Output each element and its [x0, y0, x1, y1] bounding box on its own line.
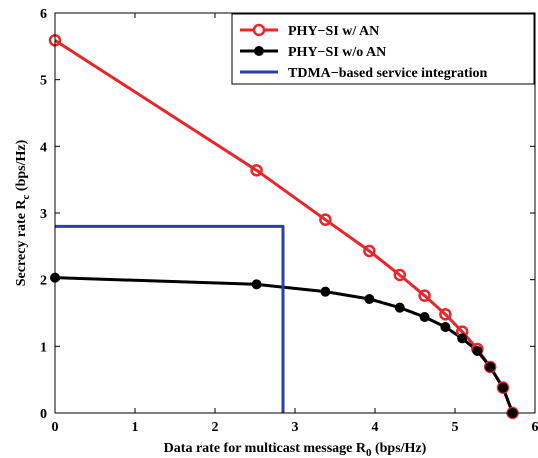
x-tick-label: 6 — [532, 420, 538, 435]
x-tick-label: 3 — [292, 420, 299, 435]
data-point-phy-si-with-an — [439, 308, 452, 321]
legend-label-phy-si-without-an: PHY−SI w/o AN — [288, 45, 386, 60]
data-point-phy-si-without-an — [498, 382, 508, 393]
y-tick-label: 6 — [40, 7, 47, 22]
data-point-phy-si-without-an — [251, 279, 262, 290]
y-axis-title-subscript: c — [20, 194, 32, 199]
series-line-tdma — [55, 224, 285, 413]
tick-layer: 0 1 2 3 4 5 6 0 1 2 3 4 5 6 — [40, 7, 538, 435]
series-layer — [48, 34, 519, 420]
data-point-phy-si-with-an — [393, 268, 407, 282]
legend: PHY−SI w/ AN PHY−SI w/o AN TDMA−based se… — [231, 13, 535, 85]
x-tick-label: 2 — [212, 420, 219, 435]
data-point-phy-si-without-an — [472, 346, 483, 356]
data-point-phy-si-with-an — [418, 289, 431, 302]
y-tick-label: 4 — [40, 140, 47, 155]
x-axis-title: Data rate for multicast message R0 (bps/… — [164, 441, 427, 458]
legend-box — [231, 13, 535, 85]
x-tick-label: 0 — [52, 420, 59, 435]
x-tick-label: 4 — [372, 420, 379, 435]
x-tick-label: 5 — [452, 420, 459, 435]
data-point-phy-si-without-an — [320, 286, 331, 297]
y-tick-label: 5 — [40, 74, 47, 89]
legend-marker-phy-si-with-an — [252, 23, 266, 37]
y-tick-label: 2 — [40, 274, 47, 289]
data-point-phy-si-without-an — [457, 333, 468, 344]
data-point-phy-si-without-an — [440, 322, 451, 332]
data-point-phy-si-without-an — [485, 362, 496, 372]
data-point-phy-si-without-an — [364, 294, 375, 304]
y-tick-label: 0 — [40, 407, 47, 422]
y-axis-title: Secrecy rate Rc (bps/Hz) — [14, 139, 32, 286]
x-axis-title-subscript: 0 — [366, 447, 372, 458]
y-tick-label: 1 — [40, 340, 47, 355]
data-point-phy-si-with-an — [319, 213, 332, 226]
x-tick-label: 1 — [132, 420, 139, 435]
data-point-phy-si-without-an — [419, 312, 430, 322]
legend-marker-phy-si-without-an — [254, 46, 264, 56]
legend-label-phy-si-with-an: PHY−SI w/ AN — [288, 24, 379, 39]
y-tick-label: 3 — [40, 207, 47, 222]
data-point-phy-si-with-an — [363, 244, 376, 258]
legend-label-tdma: TDMA−based service integration — [288, 66, 487, 81]
data-point-phy-si-with-an — [250, 164, 263, 177]
data-point-phy-si-without-an — [394, 302, 405, 313]
